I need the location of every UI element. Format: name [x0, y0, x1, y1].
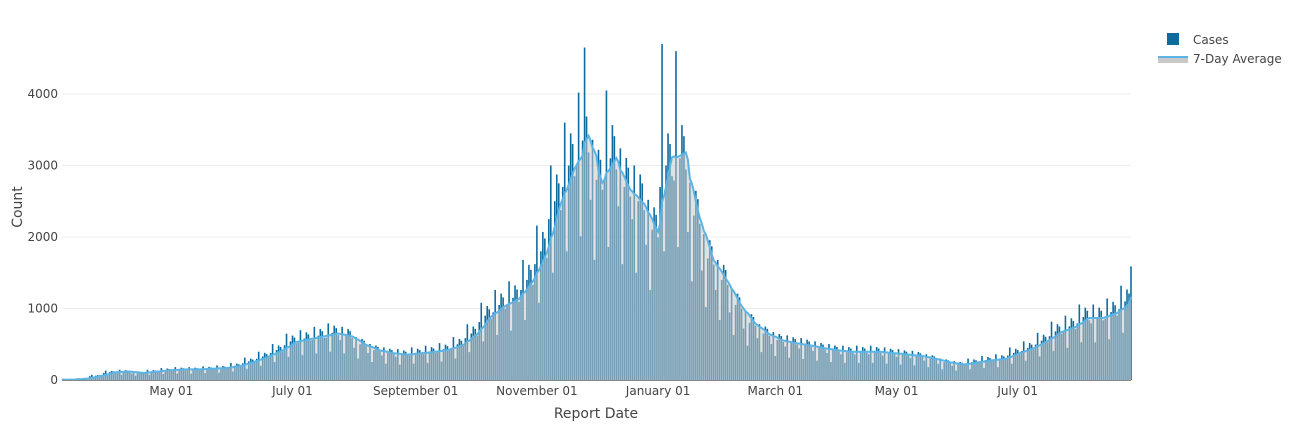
x-tick-label: July 01 [996, 384, 1038, 398]
x-tick-label: May 01 [875, 384, 919, 398]
x-tick-label: March 01 [747, 384, 803, 398]
legend-item-average[interactable]: 7-Day Average [1158, 52, 1282, 66]
legend-label-average: 7-Day Average [1193, 52, 1282, 66]
x-tick-label: September 01 [373, 384, 458, 398]
y-tick-label: 1000 [27, 302, 58, 316]
y-tick-labels: 0 1000 2000 3000 4000 [27, 87, 58, 387]
legend-label-cases: Cases [1193, 33, 1229, 47]
x-tick-label: May 01 [149, 384, 193, 398]
average-area [62, 136, 1131, 380]
x-tick-labels: May 01 July 01 September 01 November 01 Janu… [149, 384, 1038, 398]
x-tick-label: January 01 [625, 384, 691, 398]
cases-swatch-icon [1167, 33, 1179, 45]
x-axis-title: Report Date [554, 406, 638, 421]
x-tick-label: November 01 [496, 384, 578, 398]
legend-item-cases[interactable]: Cases [1167, 33, 1229, 47]
legend[interactable]: Cases 7-Day Average [1158, 33, 1282, 66]
y-tick-label: 4000 [27, 87, 58, 101]
y-axis-title: Count [10, 186, 26, 228]
y-tick-label: 3000 [27, 159, 58, 173]
x-tick-label: July 01 [271, 384, 313, 398]
y-tick-label: 2000 [27, 230, 58, 244]
y-tick-label: 0 [50, 373, 58, 387]
